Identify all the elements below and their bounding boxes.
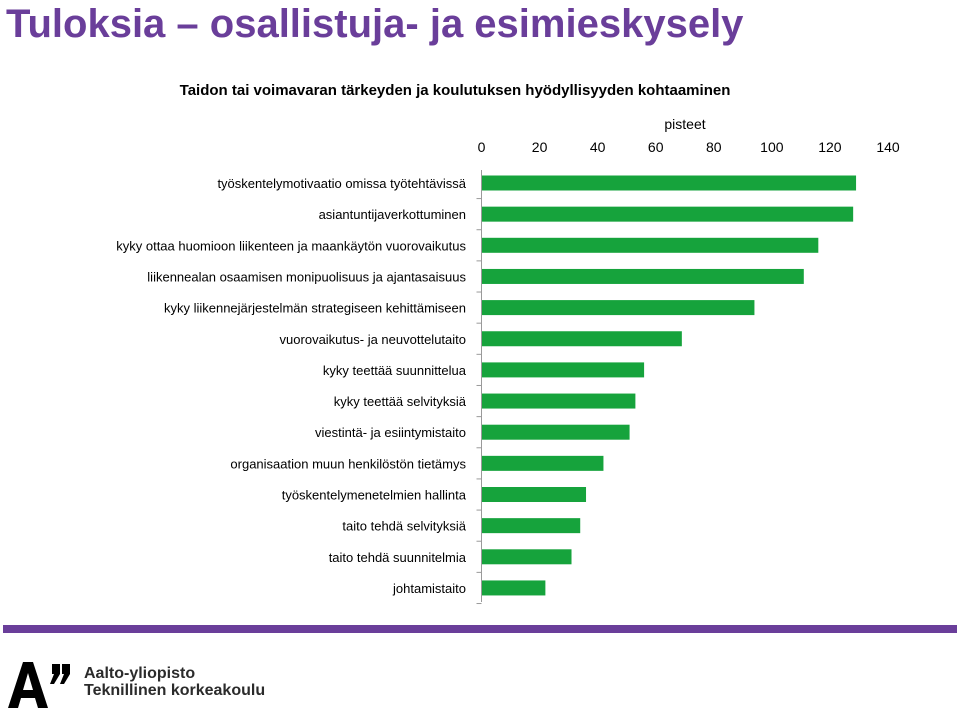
x-tick-label: 20 [532, 139, 548, 155]
x-axis-label: pisteet [664, 116, 705, 132]
x-tick-label: 40 [590, 139, 606, 155]
category-label: taito tehdä suunnitelmia [329, 550, 467, 565]
bar [482, 580, 546, 596]
bar [482, 206, 854, 222]
category-label: kyky teettää selvityksiä [334, 394, 467, 409]
bar [482, 331, 682, 347]
bar [482, 175, 857, 191]
x-tick-label: 0 [478, 139, 486, 155]
bar [482, 487, 587, 502]
category-label: taito tehdä selvityksiä [342, 519, 466, 534]
category-label: viestintä- ja esiintymistaito [315, 425, 466, 440]
x-tick-label: 100 [760, 139, 784, 155]
category-label: kyky teettää suunnittelua [323, 363, 467, 378]
brand-name: Aalto-yliopisto [84, 665, 196, 682]
category-label: työskentelymotivaatio omissa työtehtävis… [217, 176, 466, 191]
category-label: vuorovaikutus- ja neuvottelutaito [280, 332, 466, 347]
category-label: työskentelymenetelmien hallinta [282, 488, 467, 503]
category-label: asiantuntijaverkottuminen [319, 207, 466, 222]
category-label: johtamistaito [392, 581, 466, 596]
category-label: kyky ottaa huomioon liikenteen ja maankä… [116, 238, 466, 253]
bar [482, 549, 572, 565]
slide-title: Tuloksia – osallistuja- ja esimieskysely [6, 2, 744, 46]
footer-divider [3, 625, 957, 633]
x-tick-label: 80 [706, 139, 722, 155]
x-tick-label: 60 [648, 139, 664, 155]
bar [482, 518, 581, 534]
bar [482, 300, 755, 316]
bar-chart: Taidon tai voimavaran tärkeyden ja koulu… [116, 82, 900, 605]
x-tick-label: 120 [818, 139, 842, 155]
bar [482, 455, 604, 471]
bar [482, 362, 645, 378]
brand-subtitle: Teknillinen korkeakoulu [84, 682, 266, 699]
chart-title: Taidon tai voimavaran tärkeyden ja koulu… [180, 82, 731, 99]
bar [482, 268, 804, 284]
aalto-logo [8, 662, 70, 708]
bar [482, 237, 819, 253]
x-tick-label: 140 [876, 139, 900, 155]
category-label: liikennealan osaamisen monipuolisuus ja … [147, 269, 466, 284]
bar [482, 424, 630, 440]
category-label: organisaation muun henkilöstön tietämys [230, 456, 466, 471]
bar [482, 393, 636, 409]
category-label: kyky liikennejärjestelmän strategiseen k… [164, 301, 466, 316]
